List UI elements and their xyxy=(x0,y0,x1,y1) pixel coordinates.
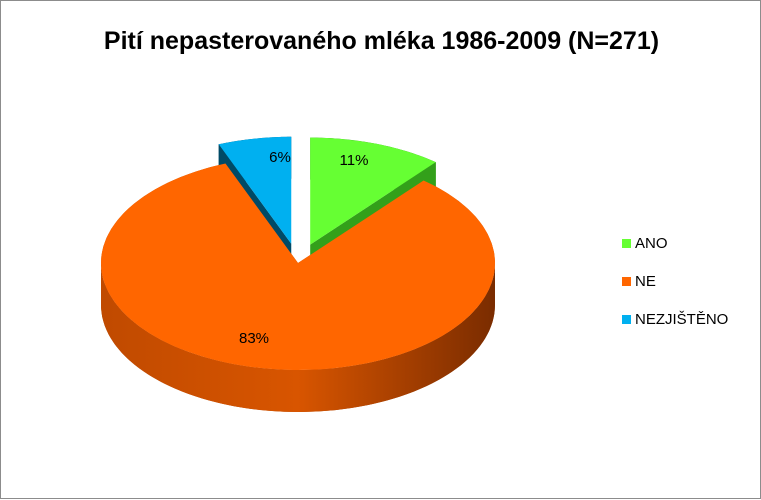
legend-item-ano: ANO xyxy=(622,233,728,253)
legend-swatch-nezjisteno xyxy=(622,314,631,324)
legend-swatch-ne xyxy=(622,276,631,286)
legend-item-nezjisteno: NEZJIŠTĚNO xyxy=(622,309,728,329)
pie-slice-ano xyxy=(310,137,436,245)
chart-title: Pití nepasterovaného mléka 1986-2009 (N=… xyxy=(103,27,660,55)
pie-wall-ne-front xyxy=(101,263,495,412)
pie-label-ano: 11% xyxy=(340,152,369,169)
legend-label-nezjisteno: NEZJIŠTĚNO xyxy=(635,310,729,328)
legend-swatch-ano xyxy=(622,238,631,248)
legend: ANO NE NEZJIŠTĚNO xyxy=(622,233,728,347)
legend-item-ne: NE xyxy=(622,271,728,291)
pie-slice-nezjisteno xyxy=(218,136,292,244)
pie-label-ne: 83% xyxy=(239,330,269,347)
legend-label-ne: NE xyxy=(635,272,656,290)
pie-slice-ne xyxy=(100,163,495,370)
legend-label-ano: ANO xyxy=(635,234,668,252)
pie-label-nezjisteno: 6% xyxy=(269,149,291,166)
